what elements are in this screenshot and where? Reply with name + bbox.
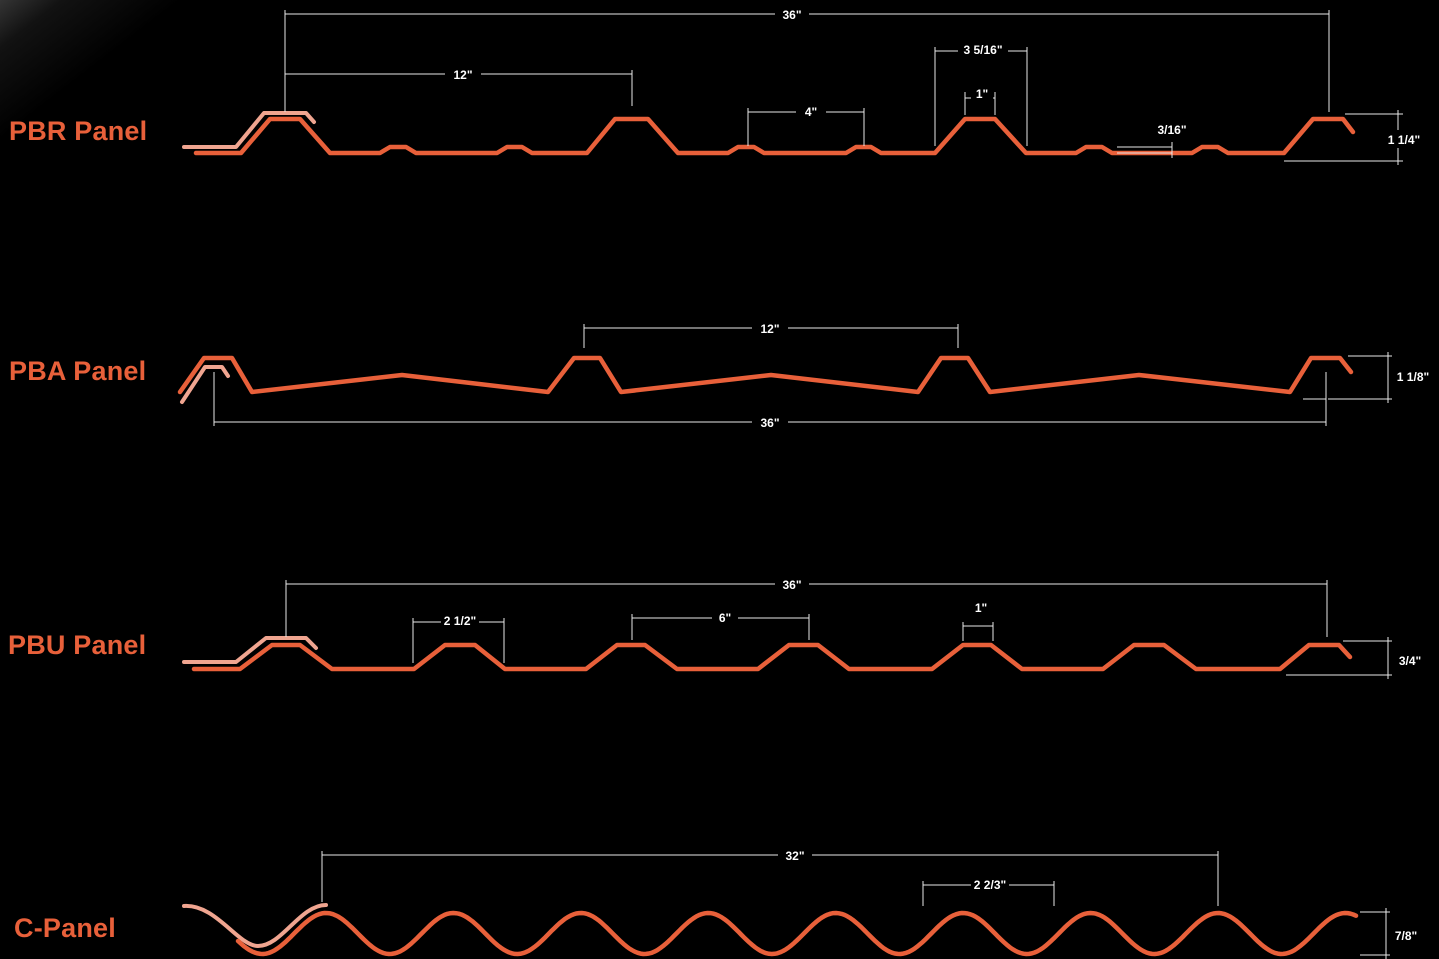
c-panel-profile (235, 910, 1359, 957)
c-panel-dim-pitch: 2 2/3" (922, 876, 1055, 906)
pbr-rib-top-text: 1" (976, 87, 988, 101)
c-panel-dim-coverage: 32" (321, 846, 1219, 906)
pbu-panel-profile-group: 36" 2 1/2" 6" 1" 3 (182, 575, 1421, 679)
pbr-panel-label: PBR Panel (9, 116, 148, 146)
c-panel-overlap-lap (182, 903, 328, 948)
pbu-panel-label: PBU Panel (8, 630, 147, 660)
pba-coverage-text: 36" (760, 416, 779, 430)
pbr-coverage-text: 36" (782, 8, 801, 22)
c-panel-coverage-text: 32" (785, 849, 804, 863)
pba-dim-coverage: 36" (213, 372, 1327, 431)
pbu-dim-coverage: 36" (285, 575, 1328, 637)
c-panel-dim-height: 7/8" (1360, 908, 1417, 959)
pbu-dim-rib-top: 1" (962, 601, 994, 641)
pba-height-text: 1 1/8" (1397, 370, 1429, 384)
pbu-coverage-text: 36" (782, 578, 801, 592)
pbr-minor-rib-spacing-text: 4" (805, 105, 817, 119)
c-panel-height-text: 7/8" (1395, 929, 1417, 943)
pba-dim-height: 1 1/8" (1328, 352, 1429, 403)
pbu-rib-spacing-text: 6" (719, 611, 731, 625)
pbr-dim-rib-top: 1" (964, 84, 996, 115)
pbu-dim-height: 3/4" (1286, 637, 1421, 679)
pbu-dim-rib-spacing: 6" (631, 608, 810, 640)
pbr-dim-coverage: 36" (284, 4, 1330, 112)
pbr-rib-base-text: 3 5/16" (963, 43, 1002, 57)
pbu-height-text: 3/4" (1399, 654, 1421, 668)
c-panel-pitch-text: 2 2/3" (974, 878, 1006, 892)
pba-panel-profile (177, 355, 1354, 395)
pbr-panel-profile (193, 116, 1356, 156)
pbr-dim-rib-spacing: 12" (285, 65, 633, 106)
pbr-dim-rib-base: 3 5/16" (934, 41, 1028, 146)
pbr-dim-minor-rib-spacing: 4" (747, 102, 865, 146)
pbu-rib-base-text: 2 1/2" (444, 614, 476, 628)
pbr-dim-height: 1 1/4" (1284, 110, 1422, 165)
pbu-overlap-lap (182, 636, 318, 664)
pba-dim-rib-spacing: 12" (583, 319, 959, 348)
pbu-panel-profile (191, 642, 1353, 672)
pbr-panel-profile-group: 36" 12" 4" 3 5/16" (182, 4, 1422, 165)
pba-rib-spacing-text: 12" (760, 322, 779, 336)
pba-overlap-lap (180, 365, 230, 404)
pbr-dim-minor-rib-height: 3/16" (1117, 123, 1187, 158)
pbu-dim-rib-base: 2 1/2" (412, 612, 505, 663)
c-panel-label: C-Panel (14, 913, 116, 943)
pbr-height-text: 1 1/4" (1388, 133, 1420, 147)
pbr-overlap-lap (182, 111, 316, 149)
pbu-rib-top-text: 1" (975, 601, 987, 615)
pbr-minor-rib-height-text: 3/16" (1157, 123, 1186, 137)
pbr-rib-spacing-text: 12" (453, 68, 472, 82)
c-panel-profile-group: 32" 2 2/3" 7/8" (182, 846, 1417, 959)
pba-panel-profile-group: 12" 36" 1 1/8" (177, 319, 1429, 431)
pba-panel-label: PBA Panel (9, 356, 147, 386)
